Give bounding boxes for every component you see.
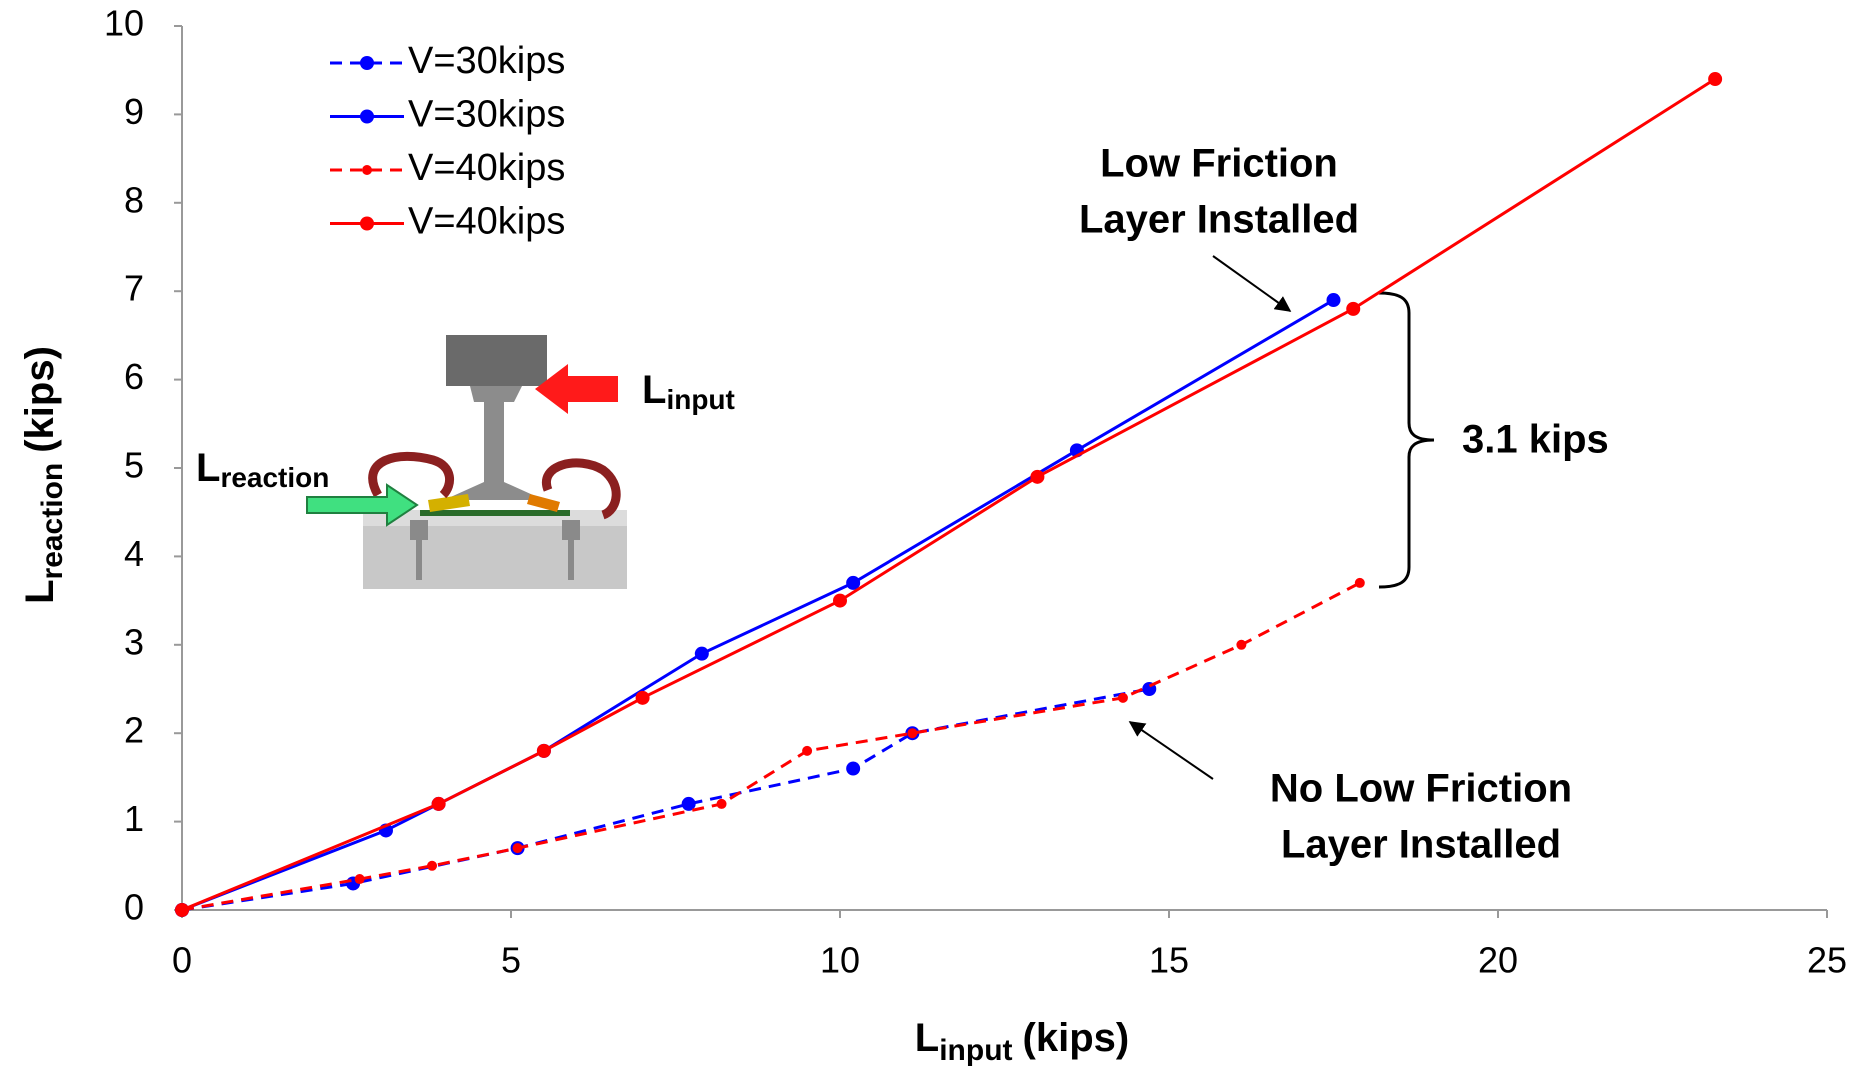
y-tick-label: 2 (124, 710, 144, 751)
y-tick-label: 5 (124, 445, 144, 486)
x-tick-label: 0 (172, 940, 192, 981)
legend-marker (360, 109, 374, 124)
data-point (716, 798, 727, 809)
y-axis-title: Lreaction (kips) (18, 346, 69, 604)
x-tick-label: 15 (1149, 940, 1189, 981)
annotation: Layer Installed (1281, 823, 1561, 867)
x-axis-title: Linput (kips) (915, 1016, 1129, 1067)
annotation-arrow (1212, 255, 1292, 312)
data-point (1326, 293, 1341, 308)
x-tick-label: 20 (1478, 940, 1518, 981)
data-point (512, 843, 523, 854)
annotation: Low Friction (1100, 142, 1338, 186)
label-sub: input (666, 384, 734, 415)
annotation: No Low Friction (1270, 767, 1572, 811)
legend-label: V=40kips (408, 201, 565, 243)
label-unit: (kips) (18, 346, 62, 453)
data-point (175, 903, 189, 917)
series-line (181, 581, 1361, 912)
data-point (802, 745, 813, 756)
legend-label: V=40kips (408, 147, 565, 189)
data-point (846, 575, 861, 590)
data-point (1117, 692, 1128, 703)
data-point (431, 796, 446, 811)
y-tick-label: 10 (104, 3, 144, 44)
series-line (181, 298, 1335, 912)
data-point (354, 874, 365, 885)
y-tick-label: 0 (124, 887, 144, 928)
y-tick-label: 1 (124, 798, 144, 839)
y-tick-label: 7 (124, 268, 144, 309)
label-main: L (915, 1016, 939, 1060)
legend-marker (362, 165, 372, 175)
label-sub: reaction (36, 463, 69, 580)
series-line (181, 687, 1150, 912)
legend-label: V=30kips (408, 40, 565, 82)
inset-illustration (306, 335, 627, 589)
y-tick-label: 9 (124, 91, 144, 132)
data-point (694, 646, 709, 661)
data-point (635, 690, 650, 705)
data-point (1354, 577, 1365, 588)
label-sub: input (939, 1034, 1012, 1067)
inset-reaction-label: Lreaction (196, 446, 329, 494)
series-line (181, 77, 1716, 912)
legend-marker (360, 56, 374, 70)
data-point (1708, 72, 1723, 87)
inset-input-label: Linput (642, 368, 735, 416)
data-point (1346, 301, 1361, 316)
data-point (833, 593, 847, 608)
data-point (1030, 469, 1045, 484)
data-point (846, 761, 861, 776)
label-sub: reaction (220, 462, 329, 493)
label-unit: (kips) (1023, 1016, 1130, 1060)
data-point (681, 796, 696, 811)
data-point (536, 743, 551, 758)
x-tick-label: 10 (820, 940, 860, 981)
annotation-arrow (1128, 721, 1214, 780)
x-tick-label: 25 (1807, 940, 1847, 981)
y-tick-label: 3 (124, 621, 144, 662)
data-point (1236, 639, 1247, 650)
legend-label: V=30kips (408, 94, 565, 136)
annotation: 3.1 kips (1462, 418, 1609, 462)
annotation: Layer Installed (1079, 198, 1359, 242)
y-tick-label: 8 (124, 179, 144, 220)
legend-marker (360, 216, 374, 231)
bracket (1378, 291, 1435, 589)
label-main: L (642, 368, 666, 412)
y-tick-label: 6 (124, 356, 144, 397)
y-tick-label: 4 (124, 533, 144, 574)
data-point (427, 860, 438, 871)
x-tick-label: 5 (501, 940, 521, 981)
label-main: L (18, 579, 62, 603)
data-point (907, 728, 918, 739)
label-main: L (196, 446, 220, 490)
